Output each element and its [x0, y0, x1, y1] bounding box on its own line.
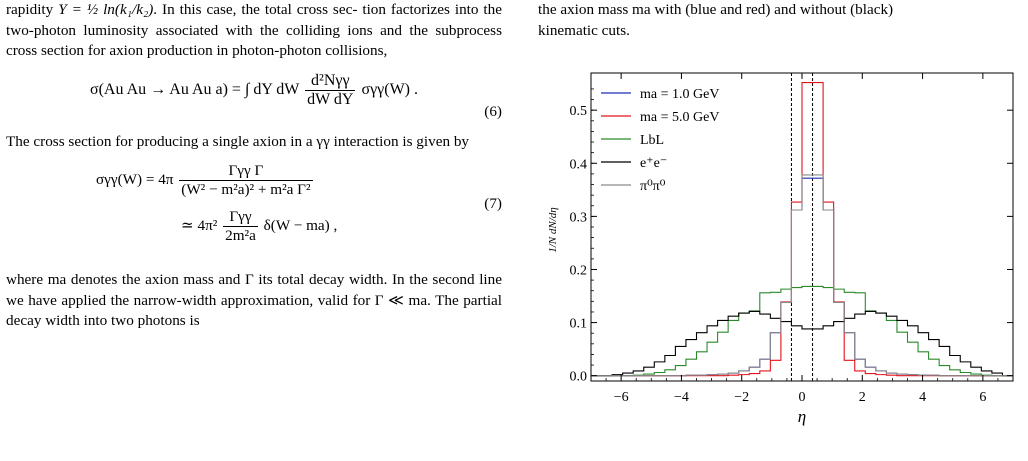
paragraph-2: The cross section for producing a single… [6, 132, 470, 150]
x-tick-label: 2 [859, 390, 866, 405]
y-tick-label: 0.1 [570, 317, 588, 332]
paragraph-1: rapidity Y = ½ ln(k₁/k₂). In this case, … [6, 1, 502, 59]
legend-label: e⁺e⁻ [640, 156, 667, 171]
legend-label: LbL [640, 133, 664, 148]
y-tick-label: 0.4 [570, 157, 588, 172]
legend-label: ma = 1.0 GeV [640, 87, 719, 102]
equation-number-6: (6) [484, 102, 502, 120]
x-axis-label: η [798, 407, 806, 426]
equation-7: σγγ(W) = 4π Γγγ Γ (W² − m²a)² + m²a Γ² ≃ … [96, 162, 502, 244]
right-column: the axion mass ma with (blue and red) an… [538, 0, 1024, 41]
paragraph-3: where ma denotes the axion mass and Γ it… [6, 271, 502, 329]
y-tick-label: 0.5 [570, 104, 588, 119]
x-tick-label: −4 [674, 390, 689, 405]
left-column: rapidity Y = ½ ln(k₁/k₂). In this case, … [6, 0, 502, 332]
x-axis-ticks: −6 −4 −2 0 2 4 6 [590, 73, 1014, 405]
legend: ma = 1.0 GeV ma = 5.0 GeV LbL e⁺e⁻ π⁰π⁰ [601, 87, 719, 194]
y-axis-label: 1/N dN/dη [547, 207, 559, 253]
histogram-line-2 [591, 285, 1013, 377]
x-tick-label: −6 [614, 390, 629, 405]
legend-label: ma = 5.0 GeV [640, 110, 719, 125]
x-tick-label: 4 [919, 390, 926, 405]
equation-number-7: (7) [484, 195, 502, 212]
eta-distribution-chart: −6 −4 −2 0 2 4 6 0.0 0.1 0.2 0.3 0.4 0.5 ma = 1.0 G… [547, 72, 1014, 426]
legend-label: π⁰π⁰ [640, 179, 666, 194]
x-tick-label: 6 [979, 390, 986, 405]
x-tick-label: 0 [799, 390, 806, 405]
y-tick-label: 0.0 [570, 370, 588, 385]
x-tick-label: −2 [734, 390, 749, 405]
y-tick-label: 0.3 [570, 210, 588, 225]
histogram-line-4 [591, 174, 1013, 377]
histogram-line-3 [591, 310, 1013, 377]
figure-caption: the axion mass ma with (blue and red) an… [538, 1, 894, 39]
equation-6: σ(Au Au → Au Au a) = ∫ dY dW d²Nγγ dW dY … [6, 62, 502, 124]
rapidity-expression: Y = ½ ln(k₁/k₂) [58, 1, 154, 18]
y-tick-label: 0.2 [570, 263, 588, 278]
histogram-series [591, 82, 1013, 377]
histogram-line-1 [591, 82, 1013, 377]
kinematic-cut-lines [790, 73, 814, 381]
y-axis-ticks: 0.0 0.1 0.2 0.3 0.4 0.5 [570, 88, 1013, 385]
